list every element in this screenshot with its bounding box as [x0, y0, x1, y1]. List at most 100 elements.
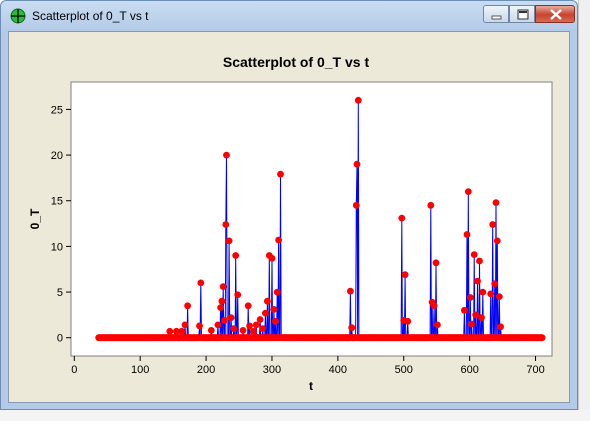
data-point — [262, 309, 269, 317]
x-tick-label: 300 — [263, 364, 281, 376]
plot-area — [70, 81, 553, 357]
data-point — [427, 201, 435, 209]
data-point — [491, 280, 499, 288]
data-point — [273, 288, 281, 296]
y-tick-label: 25 — [51, 104, 63, 116]
data-point — [268, 254, 276, 262]
data-point — [234, 291, 242, 299]
close-button[interactable] — [535, 5, 575, 23]
data-point — [227, 314, 235, 321]
data-point — [217, 304, 225, 311]
data-point — [404, 317, 412, 325]
series-0T — [95, 96, 546, 342]
data-point — [464, 188, 472, 196]
data-point — [461, 306, 468, 314]
data-point — [230, 325, 238, 332]
data-point — [270, 306, 278, 313]
data-point — [232, 252, 240, 259]
background-area — [0, 410, 590, 421]
data-point — [214, 321, 222, 329]
y-tick-label: 0 — [57, 333, 63, 345]
x-tick-label: 700 — [526, 364, 544, 376]
data-point — [166, 327, 174, 335]
data-point — [239, 327, 247, 334]
x-tick-label: 100 — [131, 364, 149, 376]
data-point — [493, 237, 501, 245]
x-tick-label: 500 — [395, 364, 413, 376]
data-point — [197, 279, 205, 287]
data-point — [178, 327, 186, 335]
x-tick-label: 200 — [197, 364, 215, 376]
data-point — [474, 277, 481, 285]
data-point — [222, 221, 230, 228]
data-point — [275, 236, 282, 244]
data-point — [271, 317, 279, 325]
window-title: Scatterplot of 0_T vs t — [32, 9, 149, 23]
data-point — [347, 287, 354, 295]
data-point — [173, 327, 180, 335]
graph-client-area: Scatterplot of 0_T vs t t 0_T 0 100 200 300… — [8, 31, 570, 403]
data-point — [207, 327, 215, 334]
chart-title: Scatterplot of 0_T vs t — [223, 54, 370, 70]
y-tick-label: 15 — [51, 196, 63, 208]
y-axis-label: 0_T — [28, 208, 42, 229]
data-point — [434, 321, 441, 329]
data-point — [470, 251, 478, 258]
data-point — [432, 259, 440, 267]
data-point — [352, 201, 360, 209]
data-point — [348, 324, 356, 332]
data-point — [472, 311, 479, 319]
data-point — [430, 302, 438, 310]
maximize-button[interactable] — [509, 5, 535, 23]
data-point — [353, 160, 361, 168]
y-tick-label: 10 — [51, 241, 63, 253]
data-point — [184, 302, 192, 310]
graph-window[interactable]: Scatterplot of 0_T vs t Scatterplot of 0… — [0, 0, 578, 410]
data-point — [221, 317, 228, 324]
data-point — [401, 271, 409, 279]
data-point — [246, 322, 254, 330]
data-point — [398, 214, 406, 222]
data-point — [476, 257, 483, 265]
data-point — [468, 320, 475, 328]
data-point — [478, 314, 485, 321]
scatterplot-chart: Scatterplot of 0_T vs t t 0_T 0 100 200 300… — [28, 54, 553, 393]
data-point — [264, 297, 271, 305]
x-axis-label: t — [309, 379, 313, 393]
x-tick-label: 0 — [71, 364, 77, 376]
data-point — [181, 321, 189, 329]
background-window-edge — [578, 0, 590, 421]
data-point — [196, 322, 203, 330]
data-point — [538, 334, 546, 342]
data-point — [244, 302, 252, 310]
data-point — [354, 96, 362, 104]
data-point — [495, 293, 503, 300]
data-point — [256, 316, 264, 323]
data-point — [225, 237, 233, 245]
data-point — [466, 294, 474, 301]
y-tick-label: 20 — [51, 150, 63, 162]
x-tick-label: 600 — [460, 364, 478, 376]
axis-ticks: 0 100 200 300 400 500 600 700 0 5 10 15 20 25 — [51, 104, 545, 376]
data-point — [277, 170, 284, 178]
data-point — [497, 323, 504, 331]
data-point — [252, 321, 260, 329]
maximize-icon — [517, 9, 529, 20]
data-point — [487, 290, 495, 298]
data-point — [489, 221, 497, 228]
data-point — [223, 151, 230, 159]
data-point — [463, 231, 471, 238]
x-tick-label: 400 — [329, 364, 347, 376]
title-bar[interactable]: Scatterplot of 0_T vs t — [1, 1, 577, 31]
y-tick-label: 5 — [57, 287, 63, 299]
crosshair-app-icon — [10, 8, 26, 24]
data-point — [219, 283, 227, 290]
data-point — [218, 297, 226, 305]
data-point — [479, 288, 487, 296]
close-icon — [550, 9, 562, 20]
data-point — [259, 325, 267, 332]
data-point — [492, 199, 500, 207]
data-point — [250, 327, 257, 335]
minimize-icon — [491, 15, 502, 20]
minimize-button[interactable] — [483, 5, 509, 23]
